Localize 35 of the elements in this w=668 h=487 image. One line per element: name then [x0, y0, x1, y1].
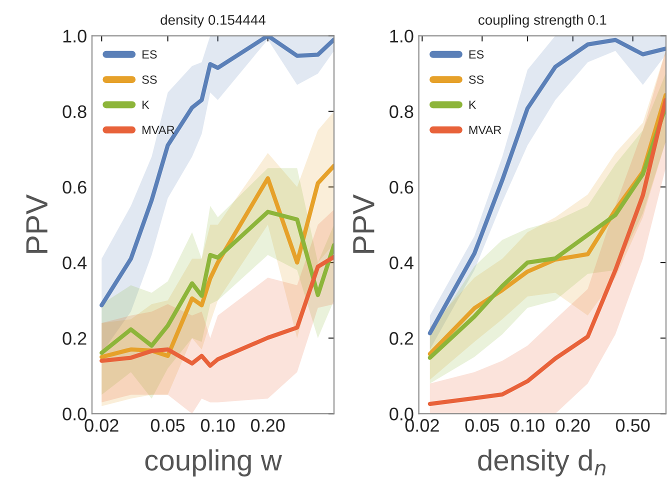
- legend-label: ES: [142, 50, 157, 59]
- legend-label: MVAR: [469, 126, 502, 134]
- x-axis-title: density d$_{n}$: [478, 449, 606, 476]
- legend-label: SS: [468, 75, 484, 84]
- y-tick-label: 0.0: [390, 408, 414, 420]
- y-tick-label: 0.6: [62, 180, 86, 194]
- x-tick-label: 0.10: [200, 419, 235, 432]
- x-tick-label: 0.02: [405, 419, 439, 432]
- legend-label: SS: [142, 75, 157, 84]
- x-tick-label: 0.20: [250, 419, 285, 432]
- y-tick-label: 0.8: [390, 105, 414, 118]
- x-tick-label: 0.20: [556, 419, 590, 432]
- y-tick-label: 1.0: [390, 30, 414, 43]
- y-tick-label: 0.0: [62, 408, 86, 420]
- y-tick-label: 0.4: [62, 256, 87, 270]
- y-axis-title: PPV: [353, 194, 374, 253]
- x-tick-label: 0.02: [84, 419, 118, 432]
- chart-title: density 0.154444: [160, 14, 266, 28]
- x-axis-title: coupling w: [145, 449, 282, 476]
- legend-label: MVAR: [142, 126, 174, 134]
- x-tick-label: 0.50: [616, 419, 650, 432]
- y-tick-label: 1.0: [63, 30, 86, 43]
- x-tick-label: 0.10: [510, 419, 544, 432]
- y-tick-label: 0.2: [62, 332, 86, 345]
- legend-label: K: [469, 100, 476, 109]
- y-axis-title: PPV: [26, 194, 48, 253]
- legend-label: ES: [469, 50, 484, 59]
- y-tick-label: 0.2: [390, 332, 414, 345]
- y-tick-label: 0.4: [390, 256, 414, 270]
- chart-title: coupling strength 0.1: [478, 14, 606, 28]
- legend-label: K: [142, 100, 150, 109]
- y-tick-label: 0.8: [62, 105, 86, 118]
- y-tick-label: 0.6: [390, 180, 414, 194]
- x-tick-label: 0.05: [150, 419, 185, 432]
- x-tick-label: 0.05: [465, 419, 499, 432]
